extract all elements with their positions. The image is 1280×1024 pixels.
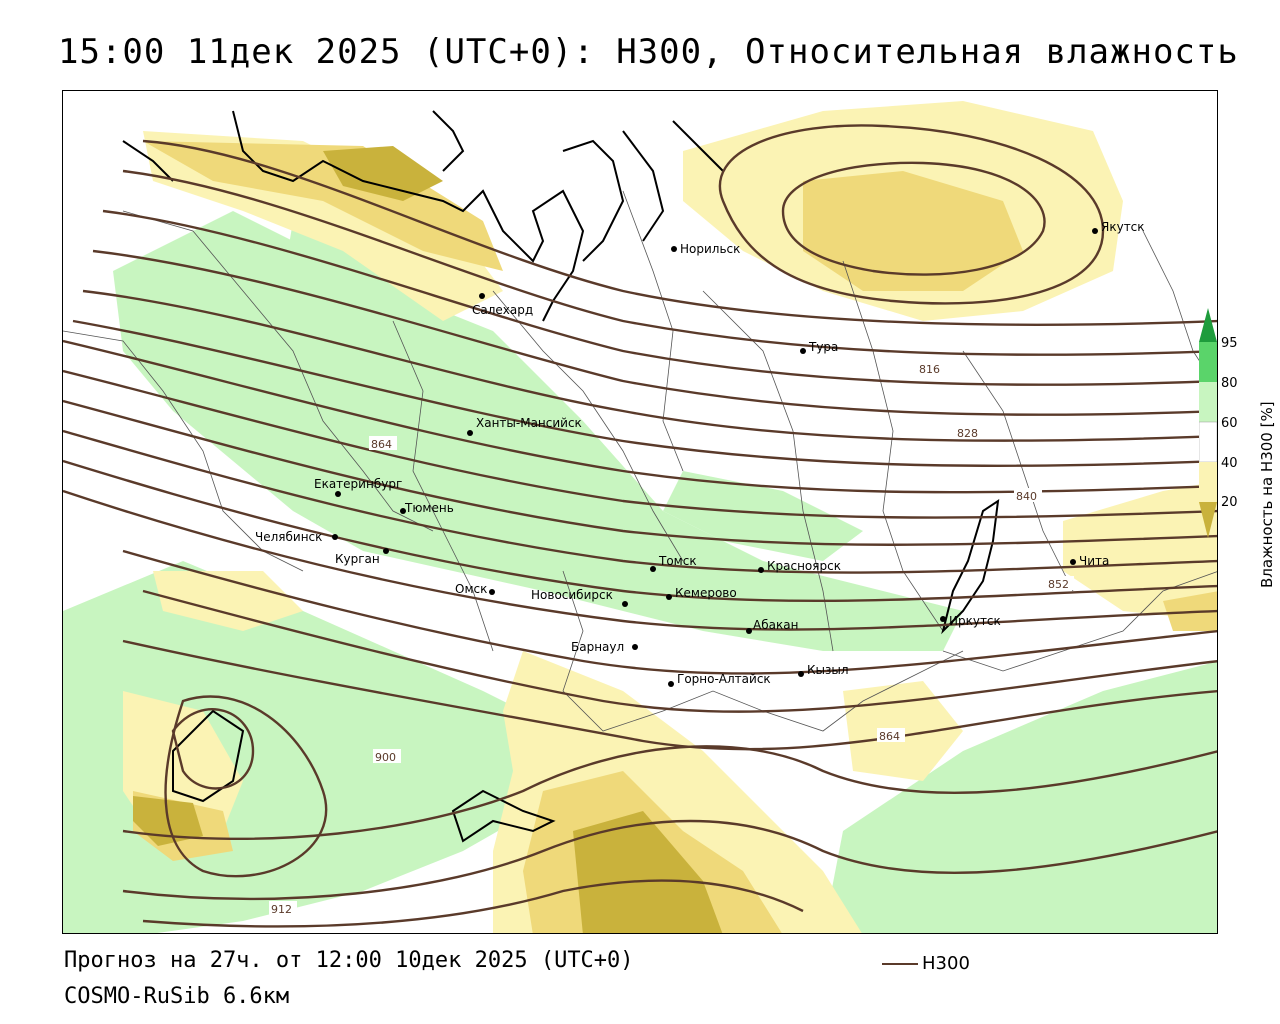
city-label-kurgan: Курган — [335, 552, 380, 566]
city-label-norilsk: Норильск — [680, 242, 740, 256]
contour-label: 864 — [879, 730, 900, 743]
legend-tick: 80 — [1221, 376, 1238, 391]
contour-label: 816 — [919, 363, 940, 376]
legend-tick: 95 — [1221, 336, 1238, 351]
city-label-chita: Чита — [1079, 554, 1109, 568]
contour-label: 900 — [375, 751, 396, 764]
h300-contours — [63, 124, 1217, 928]
contour-label: 864 — [371, 438, 392, 451]
city-dot — [758, 567, 764, 573]
city-dot — [668, 681, 674, 687]
city-label-barnaul: Барнаул — [571, 640, 624, 654]
legend-tick: 60 — [1221, 416, 1238, 431]
city-dot — [798, 671, 804, 677]
city-label-ekaterinburg: Екатеринбург — [314, 477, 402, 491]
humidity-colorbar — [1199, 308, 1217, 538]
contour-label: 828 — [957, 427, 978, 440]
city-dot — [1092, 228, 1098, 234]
city-dot — [800, 348, 806, 354]
contour-labels: 816 828 840 852 864 864 900 912 — [269, 361, 1074, 916]
legend-tick: 20 — [1221, 495, 1238, 510]
city-label-tomsk: Томск — [658, 554, 697, 568]
city-dot — [666, 594, 672, 600]
city-label-abakan: Абакан — [753, 618, 798, 632]
city-dot — [671, 246, 677, 252]
city-dot — [940, 616, 946, 622]
contour-key-swatch — [882, 963, 918, 965]
city-label-khanty-mansiysk: Ханты-Мансийск — [476, 416, 582, 430]
city-dot — [622, 601, 628, 607]
city-dot — [335, 491, 341, 497]
city-label-kemerovo: Кемерово — [675, 586, 737, 600]
city-dot — [1070, 559, 1076, 565]
contour-label: 852 — [1048, 578, 1069, 591]
city-label-gorno-altaysk: Горно-Алтайск — [677, 672, 771, 686]
city-dot — [746, 628, 752, 634]
contour-label: 840 — [1016, 490, 1037, 503]
city-dot — [632, 644, 638, 650]
map-title: 15:00 11дек 2025 (UTC+0): H300, Относите… — [58, 32, 1239, 72]
city-dot — [400, 508, 406, 514]
city-markers: Норильск Якутск Салехард Тура Ханты-Манс… — [255, 220, 1145, 687]
city-label-chelyabinsk: Челябинск — [255, 530, 322, 544]
city-dot — [383, 548, 389, 554]
legend-tick: 40 — [1221, 456, 1238, 471]
city-label-krasnoyarsk: Красноярск — [767, 559, 841, 573]
city-label-omsk: Омск — [455, 582, 487, 596]
city-label-kyzyl: Кызыл — [807, 663, 849, 677]
city-dot — [650, 566, 656, 572]
city-label-salekhard: Салехард — [472, 303, 533, 317]
city-label-tyumen: Тюмень — [404, 501, 454, 515]
city-dot — [479, 293, 485, 299]
map-panel[interactable]: 816 828 840 852 864 864 900 912 Норильск… — [62, 90, 1218, 934]
city-label-yakutsk: Якутск — [1101, 220, 1145, 234]
legend-title: Влажность на H300 [%] — [1258, 401, 1276, 588]
city-label-tura: Тура — [808, 340, 838, 354]
city-label-irkutsk: Иркутск — [949, 614, 1001, 628]
forecast-info: Прогноз на 27ч. от 12:00 10дек 2025 (UTC… — [64, 948, 634, 973]
model-name: COSMO-RuSib 6.6км — [64, 984, 290, 1009]
city-dot — [332, 534, 338, 540]
contour-key-label: H300 — [922, 953, 970, 974]
city-dot — [489, 589, 495, 595]
city-label-novosibirsk: Новосибирск — [531, 588, 613, 602]
map-canvas[interactable]: 816 828 840 852 864 864 900 912 Норильск… — [63, 91, 1218, 934]
legend-title-box: Влажность на H300 [%] — [1236, 350, 1276, 590]
city-dot — [467, 430, 473, 436]
contour-label: 912 — [271, 903, 292, 916]
